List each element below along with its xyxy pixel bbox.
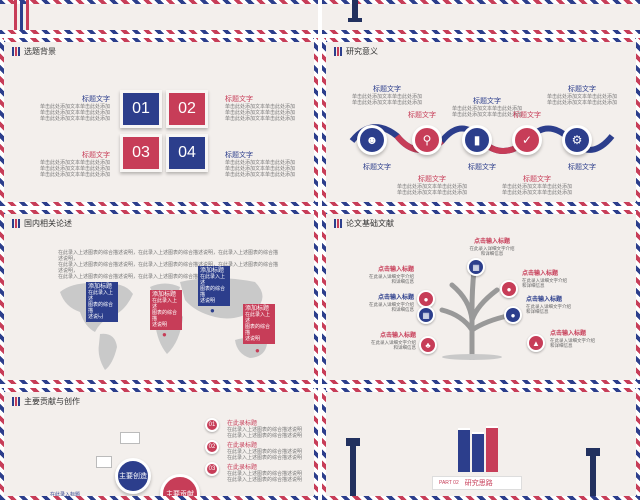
map-tag-1[interactable]: 添加标题 在此录入上述 图表的综合描 述说明 bbox=[86, 282, 118, 322]
text-block-3: 标题文字 单击此处添加文本单击此处添加 单击此处添加文本单击此处添加 单击此处添… bbox=[40, 152, 111, 178]
street-lamp-icon bbox=[350, 443, 356, 500]
trophy-icon[interactable]: ♣ bbox=[419, 336, 437, 354]
tree-label-4: 点击输入标题 在此录入详细文字介绍 和详细信息 bbox=[369, 295, 414, 312]
tree-label-7: 点击输入标题 在此录入详细文字介绍 和详细信息 bbox=[550, 331, 595, 348]
slide-title: 主要贡献与创作 bbox=[12, 396, 80, 407]
tree-label-3: 点击输入标题 在此录入详细文字介绍 和详细信息 bbox=[522, 271, 567, 288]
label-bottom-2: 标题文字 单击此处添加文本单击此处添加 单击此处添加文本单击此处添加 bbox=[396, 176, 467, 196]
truck-icon[interactable]: ▦ bbox=[467, 258, 485, 276]
map-pin-icon: ● bbox=[255, 346, 260, 355]
part-banner: PART 02 研究思路 bbox=[432, 476, 522, 490]
street-lamp-icon bbox=[352, 0, 358, 20]
tree-label-2: 点击输入标题 在此录入详细文字介绍 和详细信息 bbox=[369, 267, 414, 284]
map-tag-4[interactable]: 添加标题 在此录入上述 图表的综合描 述说明 bbox=[243, 304, 275, 344]
tree-label-6: 点击输入标题 在此录入详细文字介绍 和详细信息 bbox=[371, 333, 416, 350]
slide-top-right-partial[interactable] bbox=[322, 0, 640, 34]
tile-03[interactable]: 03 bbox=[120, 134, 162, 172]
bottom-label: 在此录入标题 bbox=[50, 492, 81, 498]
slide-title: 论文基础文献 bbox=[334, 218, 394, 229]
text-block-4: 标题文字 单击此处添加文本单击此处添加 单击此处添加文本单击此处添加 单击此处添… bbox=[225, 152, 296, 178]
label-bottom-4: 标题文字 单击此处添加文本单击此处添加 单击此处添加文本单击此处添加 bbox=[501, 176, 572, 196]
slide-title: 国内相关论述 bbox=[12, 218, 72, 229]
gear-icon[interactable]: ⚙ bbox=[562, 125, 592, 155]
slide-top-left-partial[interactable] bbox=[0, 0, 318, 34]
slide-background[interactable]: 选题背景 01 02 03 04 标题文字 单击此处添加文本单击此处添加 单击此… bbox=[0, 38, 318, 206]
title-bars-icon bbox=[12, 47, 20, 56]
title-bars-icon bbox=[12, 219, 20, 228]
map-pin-icon: ● bbox=[162, 330, 167, 339]
text-block-2: 标题文字 单击此处添加文本单击此处添加 单击此处添加文本单击此处添加 单击此处添… bbox=[225, 96, 296, 122]
title-bars-icon bbox=[12, 397, 20, 406]
slide-domestic[interactable]: 国内相关论述 在此录入上述图表的综合描述说明，在此录入上述图表的综合描述说明，在… bbox=[0, 210, 318, 384]
title-bars-icon bbox=[334, 219, 342, 228]
book-icon bbox=[458, 428, 470, 472]
intro-text: 在此录入上述图表的综合描述说明，在此录入上述图表的综合描述说明，在此录入上述图表… bbox=[58, 250, 279, 280]
label-bottom-3: 标题文字 bbox=[468, 164, 496, 171]
label-top-5: 标题文字 单击此处添加文本单击此处添加 单击此处添加文本单击此处添加 bbox=[546, 86, 617, 106]
search-icon[interactable]: ⚲ bbox=[412, 125, 442, 155]
gear-small-1 bbox=[120, 432, 140, 444]
map-tag-2[interactable]: 添加标题 在此录入上述 图表的综合描 述说明 bbox=[150, 290, 182, 330]
tree-label-5: 点击输入标题 在此录入详细文字介绍 和详细信息 bbox=[526, 297, 571, 314]
title-bars-icon bbox=[334, 47, 342, 56]
book-icon bbox=[472, 432, 484, 472]
chart-icon[interactable]: ▮ bbox=[462, 125, 492, 155]
label-bottom-5: 标题文字 bbox=[568, 164, 596, 171]
gear-main-contribute[interactable]: 主要贡献 bbox=[160, 474, 200, 500]
weibo-icon[interactable]: ● bbox=[504, 306, 522, 324]
label-top-3: 标题文字 单击此处添加文本单击此处添加 单击此处添加文本单击此处添加 bbox=[451, 98, 522, 118]
label-top-1: 标题文字 单击此处添加文本单击此处添加 单击此处添加文本单击此处添加 bbox=[351, 86, 422, 106]
check-icon[interactable]: ✓ bbox=[512, 125, 542, 155]
slide-section-part02[interactable]: PART 02 研究思路 bbox=[322, 388, 640, 500]
label-top-2: 标题文字 bbox=[408, 112, 436, 119]
tile-01[interactable]: 01 bbox=[120, 90, 162, 128]
tree-label-1: 点击输入标题 在此录入详细文字介绍 和详细信息 bbox=[469, 239, 515, 256]
map-pin-icon: ● bbox=[210, 306, 215, 315]
slide-title: 研究意义 bbox=[334, 46, 378, 57]
slide-title: 选题背景 bbox=[12, 46, 56, 57]
label-top-4: 标题文字 bbox=[513, 112, 541, 119]
book-icon bbox=[486, 426, 498, 472]
map-pin-icon: ● bbox=[98, 310, 103, 319]
text-block-1: 标题文字 单击此处添加文本单击此处添加 单击此处添加文本单击此处添加 单击此处添… bbox=[40, 96, 111, 122]
tree-illustration bbox=[439, 267, 515, 360]
pin-icon[interactable]: ▲ bbox=[527, 334, 545, 352]
slide-literature[interactable]: 论文基础文献 ▦ ● ● ▦ ● ♣ ▲ 点击输入标题 在此录入详细文字介绍 和… bbox=[322, 210, 640, 384]
street-lamp-icon bbox=[590, 453, 596, 500]
tile-04[interactable]: 04 bbox=[166, 134, 208, 172]
chat-icon[interactable]: ● bbox=[500, 280, 518, 298]
map-tag-3[interactable]: 添加标题 在此录入上述 图表的综合描 述说明 bbox=[198, 266, 230, 306]
qr-code-icon[interactable]: ▦ bbox=[417, 306, 435, 324]
gear-small-2 bbox=[96, 456, 112, 468]
tile-02[interactable]: 02 bbox=[166, 90, 208, 128]
person-icon[interactable]: ☻ bbox=[357, 125, 387, 155]
slide-contributions[interactable]: 主要贡献与创作 主要创造 主要贡献 01 在此录标题 在此录入上述图表的综合描述… bbox=[0, 388, 318, 500]
gear-main-create[interactable]: 主要创造 bbox=[115, 458, 151, 494]
slide-significance[interactable]: 研究意义 ☻ ⚲ ▮ ✓ ⚙ 标题文字 单击此处添加文本单击此处添加 单击此处添… bbox=[322, 38, 640, 206]
label-bottom-1: 标题文字 bbox=[363, 164, 391, 171]
